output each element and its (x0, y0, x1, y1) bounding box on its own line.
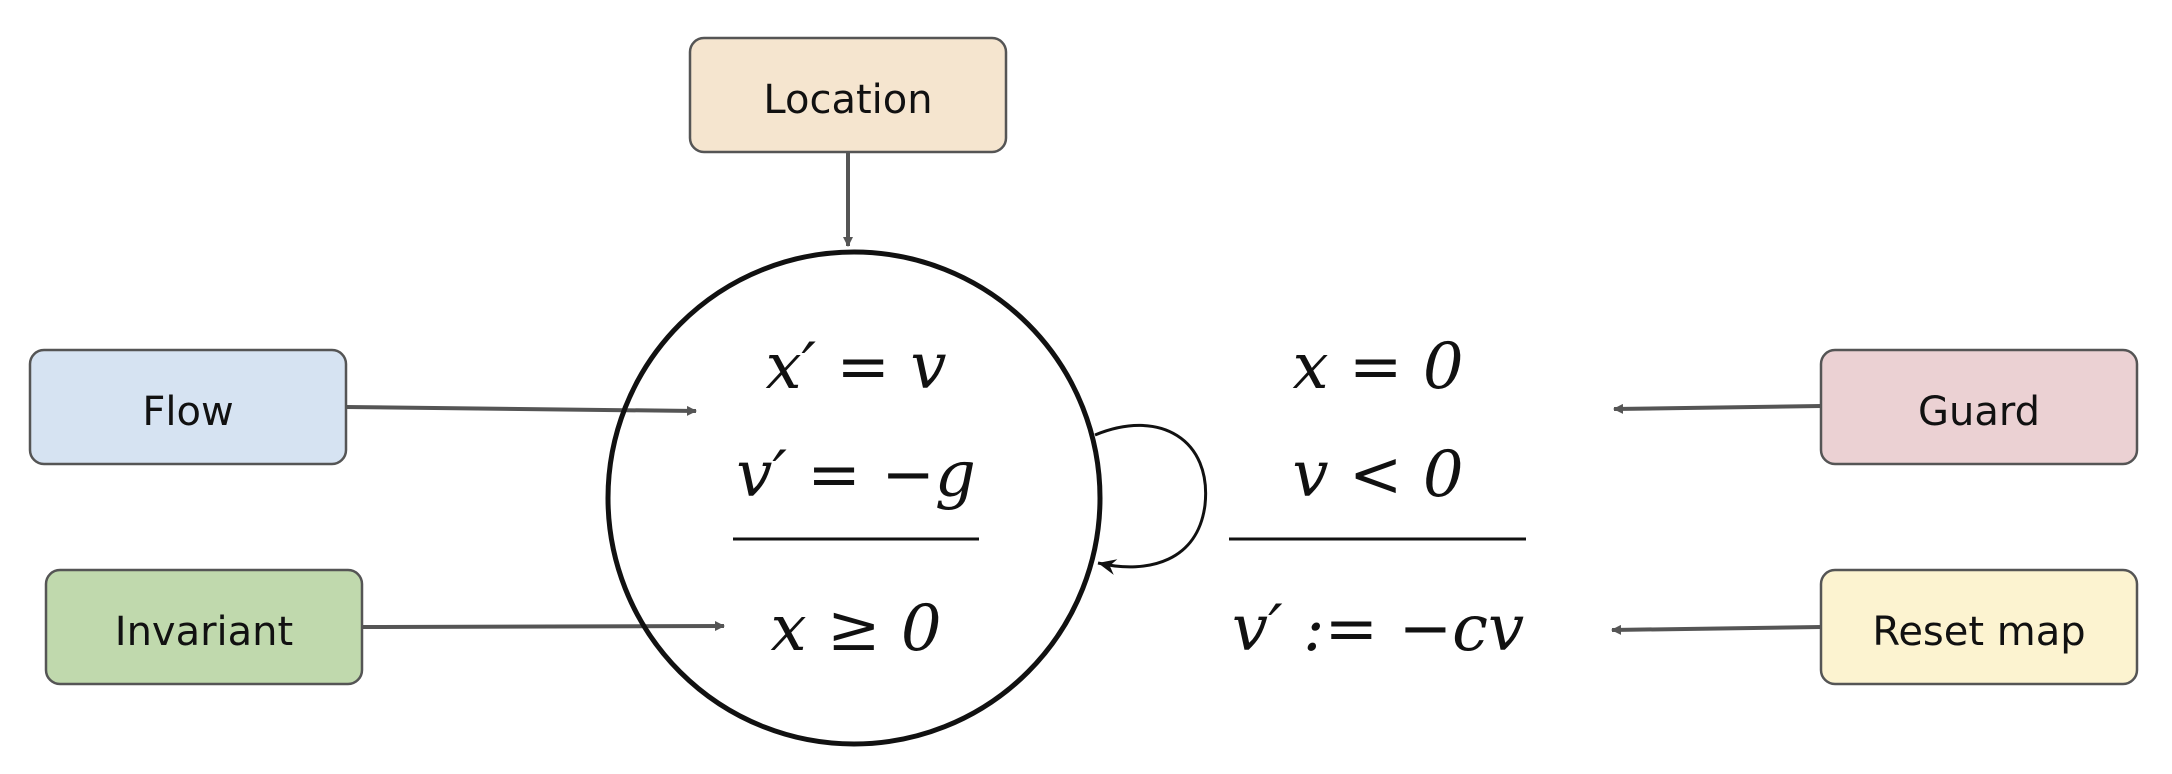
location-label: Location (763, 77, 932, 123)
guard-box: Guard (1819, 348, 2139, 466)
invariant-arrow (361, 621, 725, 632)
reset-equation: v′ := −cv (1232, 592, 1524, 666)
guard-label: Guard (1918, 389, 2040, 435)
reset-map-box: Reset map (1819, 568, 2139, 686)
reset-map-label: Reset map (1872, 609, 2085, 655)
flow-equation-1: x′ = v (765, 330, 946, 404)
guard-equation-2: v < 0 (1292, 438, 1463, 512)
self-loop-transition (1094, 423, 1208, 575)
invariant-equation: x ≥ 0 (770, 592, 941, 666)
flow-arrow (345, 405, 697, 416)
reset-map-arrow (1611, 624, 1822, 635)
guard-arrow (1613, 403, 1822, 414)
flow-label: Flow (142, 389, 233, 435)
invariant-box: Invariant (44, 568, 364, 686)
flow-equation-2: v′ = −g (736, 438, 976, 512)
location-box: Location (688, 36, 1008, 154)
invariant-label: Invariant (115, 609, 293, 655)
flow-box: Flow (28, 348, 348, 466)
guard-equation-1: x = 0 (1292, 330, 1463, 404)
location-state-circle (605, 249, 1103, 747)
